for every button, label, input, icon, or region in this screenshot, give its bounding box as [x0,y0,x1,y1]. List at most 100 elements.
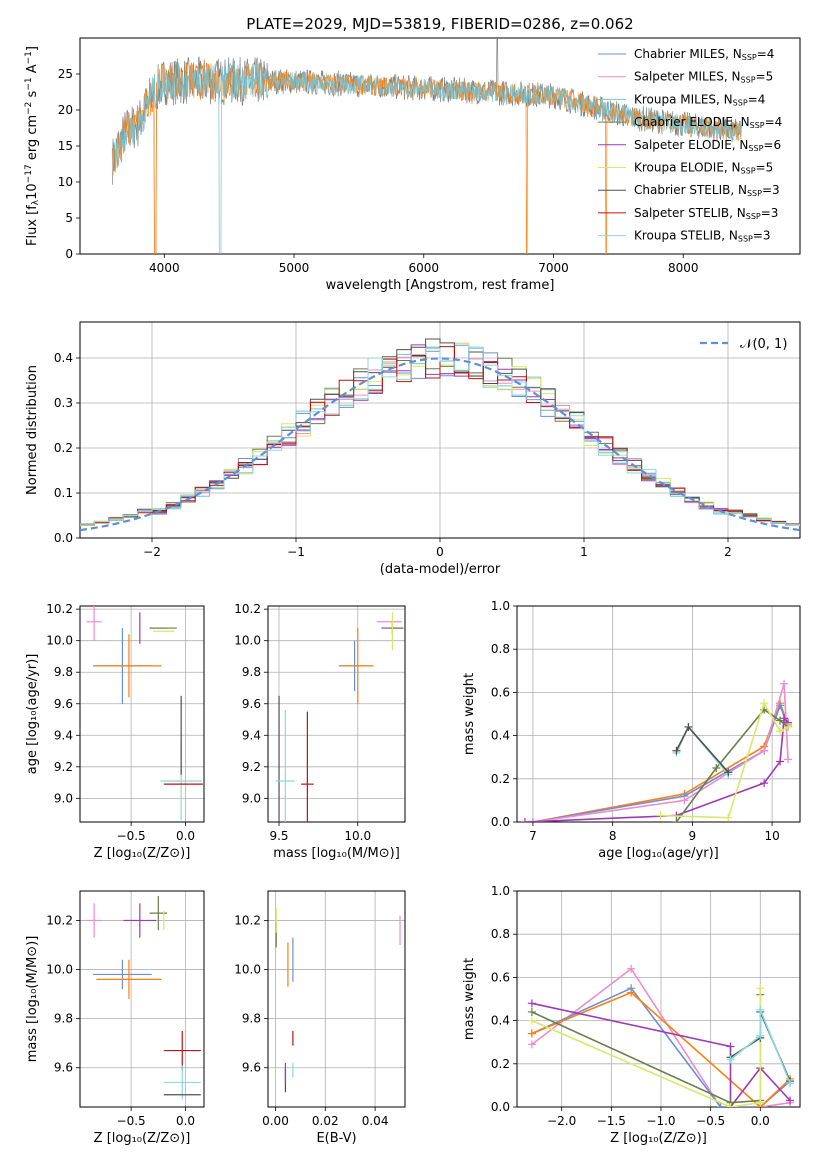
tick-label-y: 0.6 [491,685,510,699]
legend-base: Kroupa STELIB, N [634,229,738,243]
tick-label-x: 10.0 [344,829,371,843]
x-axis-label: Z [log₁₀(Z/Z⊙)] [94,846,191,861]
y-label-part: s [25,90,40,101]
plot-area-spectrum [112,38,742,254]
tick-label-y: 20 [58,103,73,117]
tick-label-y: 10.2 [234,913,261,927]
weight-marker [776,757,785,766]
x-axis-label: E(B-V) [316,1131,356,1146]
weight-marker [776,727,785,736]
histogram-step [80,346,800,526]
panel-massweight_vs_Z: −2.0 −1.5 −1.0 −0.5 0.0 0.0 0.2 0.4 0.6 0.8 1.0 Z [… [462,884,801,1146]
tick-label-x: 7000 [538,261,569,275]
tick-label-y: 9.2 [242,760,261,774]
legend-entry: Salpeter STELIB, NSSP=3 [634,206,778,221]
panel-age_vs_Z: −0.5 0.0 9.0 9.2 9.4 9.6 9.8 10.0 10.2 Z [log₁₀(Z… [25,602,205,861]
legend-base: Salpeter STELIB, N [634,206,746,220]
tick-label-y: 0.1 [54,486,73,500]
x-axis-label: age [log₁₀(age/yr)] [598,846,719,861]
tick-label-y: 9.8 [242,665,261,679]
tick-label-x: 0.0 [751,1114,770,1128]
tick-label-y: 0.2 [491,772,510,786]
plot-area-massweight_vs_age [520,679,793,822]
y-axis-label: Flux [fλ10−17 erg cm−2 s−1 A−1] [24,46,41,246]
tick-label-x: 6000 [409,261,440,275]
legend-base: Chabrier ELODIE, N [634,115,750,129]
tick-label-y: 0.8 [491,927,510,941]
tick-label-x: 8 [609,829,617,843]
axes-frame [79,321,801,539]
legend-entry: 𝒩(0, 1) [740,337,787,352]
panel-mass_vs_EBV: 0.00 0.02 0.04 9.6 9.8 10.0 10.2 E(B-V) [234,890,406,1146]
weight-line [531,967,791,1107]
legend-entry: Chabrier MILES, NSSP=4 [634,47,774,62]
y-label-part: λ [31,199,41,205]
y-axis-label: age [log₁₀(age/yr)] [25,654,40,775]
legend-val: =4 [765,115,783,129]
x-axis-label: (data-model)/error [380,562,501,577]
legend-sub: SSP [748,144,763,153]
legend-val: =3 [761,206,779,220]
weight-marker [527,1016,536,1025]
tick-label-y: 0.2 [491,1057,510,1071]
weight-marker [724,813,733,822]
y-axis-label: mass [log₁₀(M/M⊙)] [25,936,40,1063]
weight-marker [520,818,529,822]
plot-area-massweight_vs_Z [527,964,795,1107]
tick-label-y: 9.6 [54,1061,73,1075]
tick-label-x: 0.0 [176,1114,195,1128]
tick-label-y: 5 [65,211,73,225]
legend-sub: SSP [746,212,761,221]
tick-label-x: 9 [689,829,697,843]
legend-entry: Kroupa ELODIE, NSSP=5 [634,161,773,176]
y-label-part: ] [25,46,40,51]
tick-label-y: 9.0 [54,791,73,805]
plot-area-age_vs_mass [275,612,404,822]
axes-frame [516,890,801,1108]
legend-sub: SSP [742,53,757,62]
tick-label-y: 9.8 [54,1012,73,1026]
x-axis-label: wavelength [Angstrom, rest frame] [326,278,555,293]
legend-val: =5 [756,161,774,175]
axes-frame [79,605,205,823]
legend-val: =6 [763,138,781,152]
tick-label-x: −1 [287,545,305,559]
panel-mass_vs_Z: −0.5 0.0 9.6 9.8 10.0 10.2 Z [log₁₀(Z/Z⊙)] mass… [25,890,205,1146]
legend-val: =5 [756,70,774,84]
tick-label-y: 9.4 [242,728,261,742]
weight-marker [672,818,681,822]
tick-label-y: 9.2 [54,760,73,774]
weight-marker [776,716,785,725]
axes-frame [79,37,801,255]
weight-marker [756,984,765,993]
legend-entry: Chabrier ELODIE, NSSP=4 [634,115,782,130]
tick-label-x: 0.02 [312,1114,339,1128]
tick-label-y: 0.0 [491,1100,510,1114]
tick-label-y: 0.6 [491,970,510,984]
weight-marker [656,811,665,820]
normal-curve [80,357,800,532]
tick-label-x: −1.5 [597,1114,626,1128]
y-label-part: A [25,64,40,77]
tick-label-x: −0.5 [117,829,146,843]
weight-line [730,1009,791,1084]
tick-label-x: 8000 [668,261,699,275]
tick-label-x: 9.5 [269,829,288,843]
plot-area-mass_vs_EBV [275,908,401,1093]
y-axis-label: Normed distribution [25,365,40,495]
weight-marker [527,999,536,1008]
weight-marker [726,1042,735,1051]
weight-marker [527,1040,536,1049]
tick-label-x: 5000 [279,261,310,275]
y-axis-label: mass weight [462,673,477,755]
legend-val: =4 [748,92,766,106]
panel-residual_hist: −2 −1 0 1 2 0.0 0.1 0.2 0.3 0.4 (data-model)/error… [25,321,801,577]
tick-label-y: 0.0 [54,531,73,545]
weight-marker [780,679,789,688]
axes-frame [267,890,406,1108]
weight-marker [760,779,769,788]
figure-title: PLATE=2029, MJD=53819, FIBERID=0286, z=0… [246,15,633,33]
weight-marker [684,722,693,731]
y-label-part: −17 [24,164,34,183]
